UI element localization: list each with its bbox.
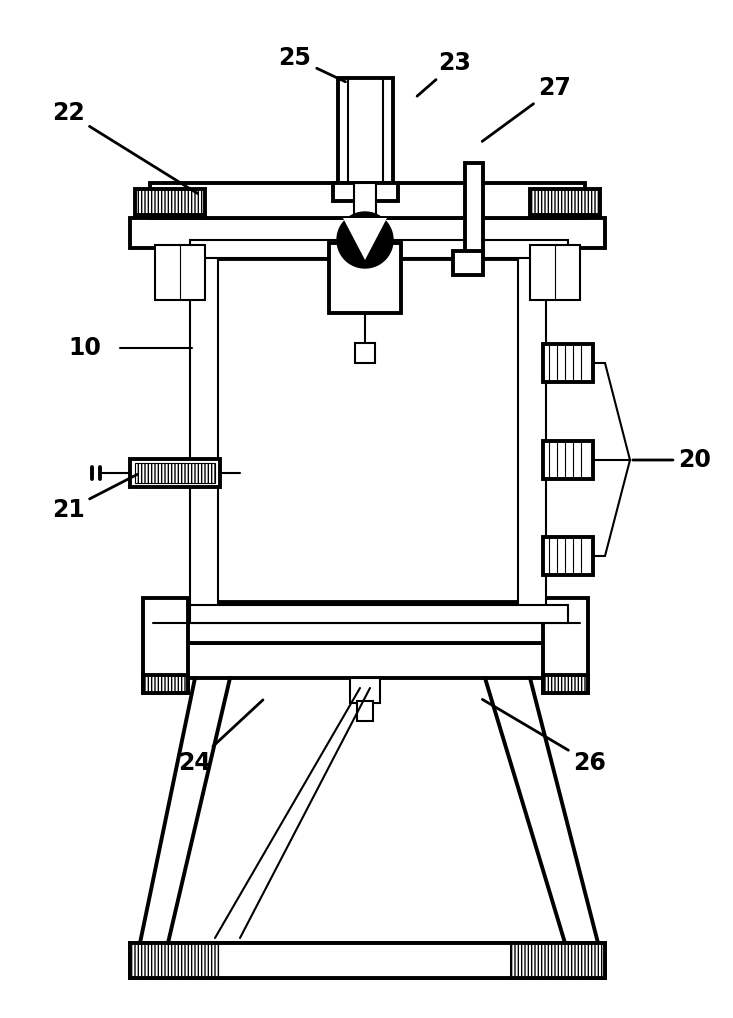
Bar: [190, 240, 568, 258]
Bar: [543, 344, 593, 382]
Bar: [130, 943, 220, 978]
Bar: [357, 701, 373, 721]
Bar: [355, 343, 375, 363]
Bar: [329, 243, 401, 313]
Polygon shape: [343, 218, 387, 260]
Bar: [510, 943, 605, 978]
Bar: [130, 218, 605, 248]
Bar: [453, 251, 483, 275]
Bar: [130, 459, 220, 487]
Text: 21: 21: [51, 474, 138, 522]
Bar: [543, 441, 593, 479]
Bar: [130, 943, 605, 978]
Bar: [518, 253, 546, 608]
Bar: [143, 598, 188, 693]
Bar: [543, 538, 593, 575]
Bar: [530, 245, 580, 300]
Bar: [543, 538, 593, 575]
Text: 20: 20: [633, 448, 712, 472]
Bar: [130, 943, 605, 978]
Bar: [543, 441, 593, 479]
Polygon shape: [337, 212, 393, 268]
Text: 23: 23: [417, 51, 471, 96]
Bar: [190, 253, 218, 608]
Bar: [143, 675, 188, 693]
Bar: [148, 603, 585, 643]
Bar: [135, 189, 205, 215]
Text: 26: 26: [482, 699, 606, 775]
Bar: [465, 163, 483, 253]
Bar: [135, 189, 205, 215]
Bar: [530, 189, 600, 215]
Bar: [205, 258, 535, 603]
Bar: [338, 78, 393, 183]
Bar: [135, 463, 215, 483]
Bar: [143, 675, 188, 693]
Bar: [150, 183, 585, 218]
Text: 24: 24: [179, 700, 263, 775]
Bar: [155, 245, 205, 300]
Bar: [543, 675, 588, 693]
Bar: [333, 183, 398, 201]
Bar: [543, 344, 593, 382]
Bar: [220, 943, 510, 978]
Bar: [148, 643, 585, 678]
Text: 25: 25: [279, 46, 345, 81]
Bar: [530, 189, 600, 215]
Bar: [543, 598, 588, 693]
Bar: [543, 675, 588, 693]
Bar: [350, 678, 380, 703]
Text: 22: 22: [51, 101, 198, 193]
Text: 10: 10: [69, 336, 101, 360]
Text: 27: 27: [482, 76, 572, 142]
Bar: [354, 183, 376, 245]
Bar: [190, 605, 568, 623]
